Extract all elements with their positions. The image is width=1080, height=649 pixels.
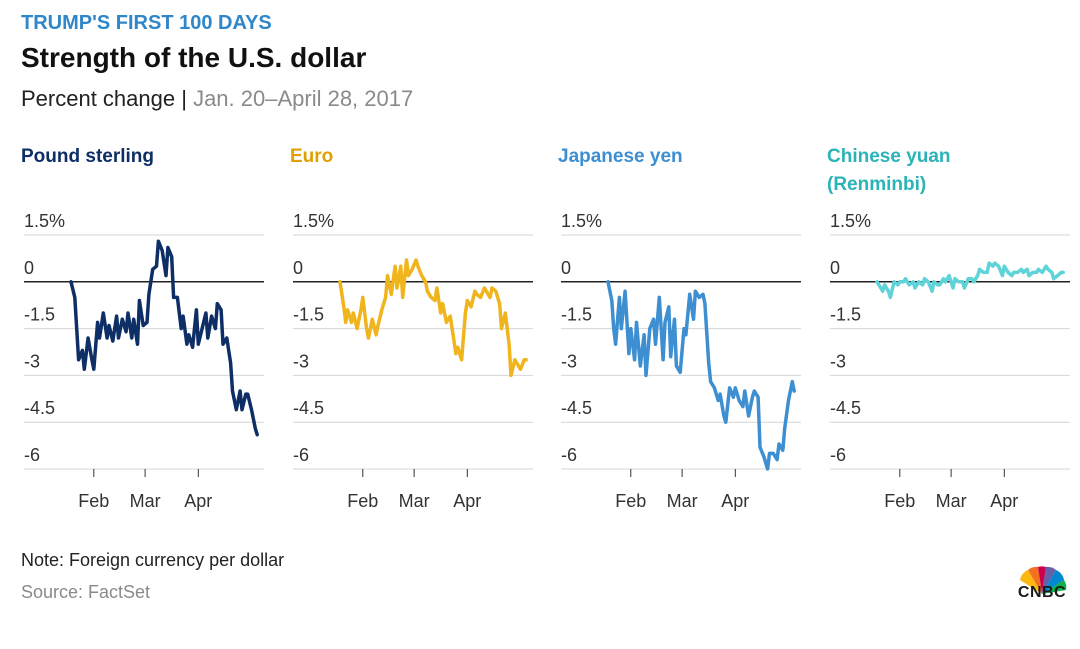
- chart-title: Strength of the U.S. dollar: [21, 42, 367, 73]
- yen-ytick-label: -4.5: [561, 398, 592, 418]
- pound-series-line: [69, 239, 259, 437]
- euro-xtick-label: Mar: [399, 491, 430, 511]
- chart-subtitle: Percent change | Jan. 20–April 28, 2017: [21, 86, 413, 112]
- yuan-xtick-label: Mar: [936, 491, 967, 511]
- subtitle-date-range: Jan. 20–April 28, 2017: [193, 86, 414, 111]
- brand-logo-text: CNBC: [1017, 584, 1067, 601]
- pound-ytick-label: -1.5: [24, 305, 55, 325]
- euro-ytick-label: -3: [293, 351, 309, 371]
- panel-title-yen: Japanese yen: [558, 146, 683, 167]
- euro-ytick-label: -4.5: [293, 398, 324, 418]
- yen-xtick-label: Apr: [721, 491, 749, 511]
- pound-xtick-label: Apr: [184, 491, 212, 511]
- panel-title-yuan-line1: Chinese yuan: [827, 146, 951, 167]
- yuan-ytick-label: -1.5: [830, 305, 861, 325]
- yen-ytick-label: 0: [561, 258, 571, 278]
- chart-kicker: TRUMP'S FIRST 100 DAYS: [21, 12, 272, 34]
- pound-ytick-label: 1.5%: [24, 211, 65, 231]
- subtitle-separator: |: [175, 86, 194, 111]
- yen-ytick-label: -6: [561, 445, 577, 465]
- pound-ytick-label: -6: [24, 445, 40, 465]
- pound-ytick-label: -4.5: [24, 398, 55, 418]
- yuan-ytick-label: -4.5: [830, 398, 861, 418]
- peacock-logo-icon: [1020, 566, 1067, 594]
- pound-ytick-label: 0: [24, 258, 34, 278]
- euro-ytick-label: 1.5%: [293, 211, 334, 231]
- yen-xtick-label: Feb: [615, 491, 646, 511]
- source-note: Source: FactSet: [21, 582, 151, 602]
- euro-xtick-label: Apr: [453, 491, 481, 511]
- yen-xtick-label: Mar: [667, 491, 698, 511]
- pound-xtick-label: Feb: [78, 491, 109, 511]
- yuan-xtick-label: Apr: [990, 491, 1018, 511]
- pound-xtick-label: Mar: [130, 491, 161, 511]
- subtitle-label: Percent change: [21, 86, 176, 111]
- panel-title-pound: Pound sterling: [21, 146, 154, 167]
- yuan-series-line: [875, 261, 1065, 300]
- yuan-ytick-label: -6: [830, 445, 846, 465]
- euro-ytick-label: 0: [293, 258, 303, 278]
- panel-title-yuan: Chinese yuan (Renminbi): [827, 143, 951, 199]
- yen-ytick-label: 1.5%: [561, 211, 602, 231]
- yen-series-line: [606, 280, 796, 471]
- euro-series-line: [338, 258, 528, 378]
- yuan-ytick-label: -3: [830, 351, 846, 371]
- pound-ytick-label: -3: [24, 351, 40, 371]
- footnote: Note: Foreign currency per dollar: [21, 550, 285, 570]
- panel-title-yuan-line2: (Renminbi): [827, 174, 927, 195]
- yuan-ytick-label: 0: [830, 258, 840, 278]
- yen-ytick-label: -1.5: [561, 305, 592, 325]
- yen-ytick-label: -3: [561, 351, 577, 371]
- euro-xtick-label: Feb: [347, 491, 378, 511]
- euro-ytick-label: -1.5: [293, 305, 324, 325]
- yuan-ytick-label: 1.5%: [830, 211, 871, 231]
- euro-ytick-label: -6: [293, 445, 309, 465]
- panel-title-euro: Euro: [290, 146, 334, 167]
- yuan-xtick-label: Feb: [884, 491, 915, 511]
